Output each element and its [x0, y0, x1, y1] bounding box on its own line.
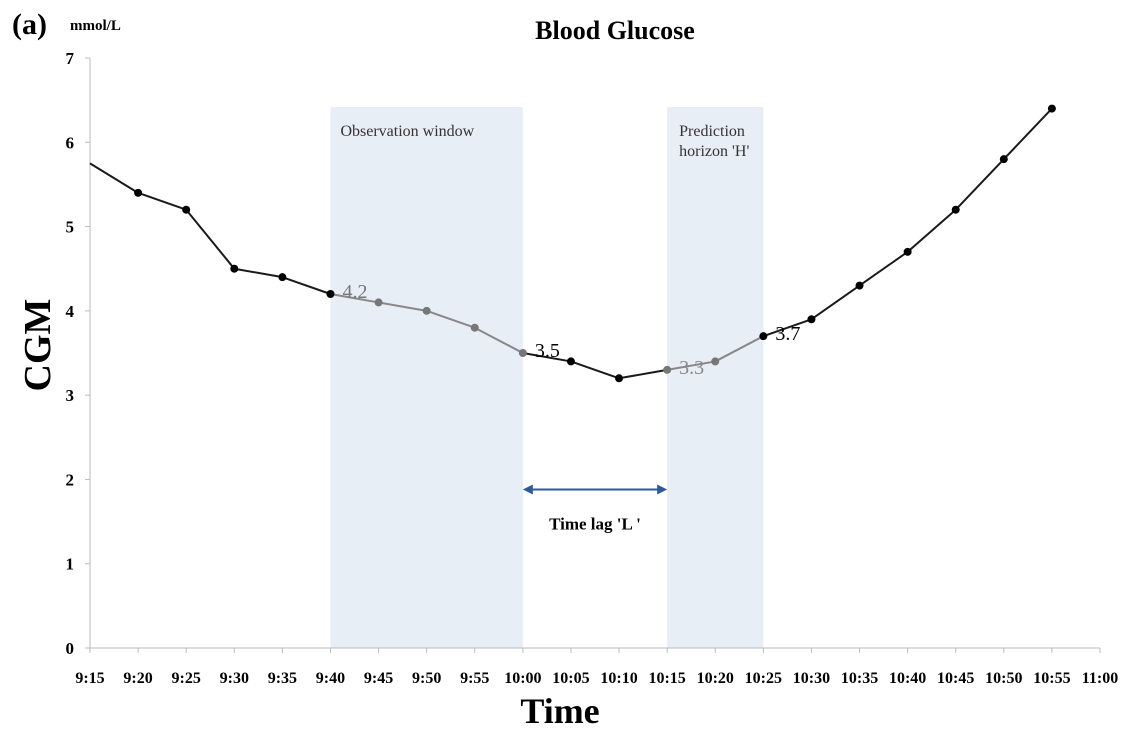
y-tick-label: 4: [66, 302, 75, 321]
time-lag-arrowhead-right: [657, 484, 668, 495]
series-segment: [714, 335, 764, 363]
y-tick-label: 1: [66, 555, 75, 574]
value-annotation: 3.5: [535, 340, 560, 362]
series-segment: [1003, 107, 1053, 160]
data-point: [903, 247, 912, 256]
x-tick-label: 10:55: [1033, 670, 1070, 687]
series-segment: [137, 191, 187, 211]
series-segment: [474, 326, 524, 354]
x-tick-label: 10:15: [648, 670, 685, 687]
x-tick-label: 9:25: [172, 670, 201, 687]
x-tick-label: 9:50: [412, 670, 441, 687]
data-point: [759, 332, 768, 341]
data-point: [999, 155, 1008, 164]
series-segment: [570, 360, 620, 380]
x-axis-title: Time: [520, 691, 600, 731]
time-lag-label: Time lag 'L ': [549, 515, 641, 534]
data-point: [470, 323, 479, 332]
series-segment: [185, 209, 236, 270]
x-tick-label: 9:40: [316, 670, 345, 687]
data-point: [566, 357, 575, 366]
series-segment: [522, 352, 572, 363]
x-tick-label: 10:40: [889, 670, 926, 687]
x-tick-label: 10:50: [985, 670, 1022, 687]
x-tick-label: 9:55: [460, 670, 489, 687]
x-tick-label: 10:10: [600, 670, 637, 687]
data-point: [278, 273, 287, 282]
x-tick-label: 10:20: [697, 670, 734, 687]
x-tick-label: 9:20: [123, 670, 152, 687]
x-tick-label: 10:05: [552, 670, 589, 687]
y-tick-label: 7: [66, 49, 75, 68]
x-tick-label: 10:35: [841, 670, 878, 687]
data-point: [807, 315, 816, 324]
x-tick-label: 10:00: [504, 670, 541, 687]
y-tick-label: 5: [66, 218, 75, 237]
value-annotation: 3.7: [775, 323, 800, 345]
series-segment: [858, 251, 909, 287]
x-tick-label: 10:45: [937, 670, 974, 687]
x-tick-label: 9:45: [364, 670, 393, 687]
data-point: [518, 349, 527, 357]
series-segment: [330, 293, 379, 304]
series-segment: [282, 276, 331, 295]
data-point: [855, 281, 864, 290]
chart-title: Blood Glucose: [535, 16, 695, 45]
data-point: [711, 357, 720, 366]
shaded-region-1: [330, 107, 523, 648]
shaded-region-label: Observation window: [340, 123, 474, 140]
series-segment: [89, 162, 139, 194]
series-segment: [954, 158, 1005, 211]
data-point: [422, 306, 431, 315]
y-tick-label: 0: [66, 639, 75, 658]
shaded-region-label: Prediction: [679, 123, 745, 140]
value-annotation: 4.2: [342, 281, 367, 303]
data-point: [951, 205, 960, 214]
y-unit-label: mmol/L: [70, 18, 121, 34]
series-segment: [426, 309, 476, 329]
data-point: [1047, 104, 1056, 113]
series-segment: [906, 208, 957, 253]
x-tick-label: 10:30: [793, 670, 830, 687]
series-segment: [234, 267, 283, 279]
x-tick-label: 10:25: [745, 670, 782, 687]
data-point: [326, 290, 335, 298]
shaded-region-label: horizon 'H': [679, 143, 749, 160]
x-tick-label: 9:30: [220, 670, 249, 687]
data-point: [663, 365, 672, 374]
x-tick-label: 11:00: [1082, 670, 1118, 687]
data-point: [182, 205, 191, 214]
series-segment: [618, 368, 668, 380]
value-annotation: 3.3: [679, 357, 704, 379]
series-segment: [763, 318, 812, 338]
data-point: [230, 264, 239, 273]
time-lag-arrowhead-left: [522, 484, 533, 495]
y-tick-label: 6: [66, 133, 75, 152]
series-segment: [666, 360, 716, 371]
panel-label: (a): [12, 8, 47, 41]
data-point: [134, 188, 143, 197]
x-tick-label: 9:15: [75, 670, 104, 687]
shaded-region-2: [667, 107, 764, 648]
y-tick-label: 2: [66, 470, 75, 489]
data-point: [374, 298, 383, 307]
y-tick-label: 3: [66, 386, 75, 405]
series-segment: [810, 284, 861, 321]
x-tick-label: 9:35: [268, 670, 297, 687]
series-segment: [378, 301, 427, 312]
data-point: [615, 374, 624, 383]
